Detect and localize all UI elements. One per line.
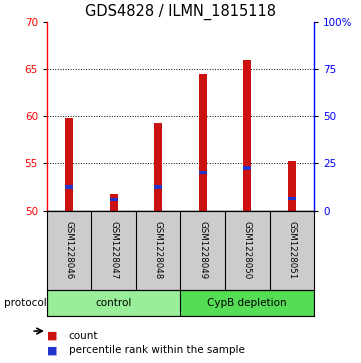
Text: GSM1228047: GSM1228047 [109,221,118,280]
Text: ■: ■ [47,331,57,341]
Text: percentile rank within the sample: percentile rank within the sample [69,345,244,355]
Bar [199,171,207,175]
Text: GSM1228049: GSM1228049 [198,221,207,280]
Bar [288,160,296,211]
Text: protocol: protocol [4,298,46,308]
Text: control: control [96,298,132,308]
Text: GSM1228050: GSM1228050 [243,221,252,280]
Text: ■: ■ [47,345,57,355]
Text: CypB depletion: CypB depletion [208,298,287,308]
Bar [47,290,180,316]
Title: GDS4828 / ILMN_1815118: GDS4828 / ILMN_1815118 [85,4,276,20]
Bar [243,166,252,170]
Bar [109,197,118,201]
Bar [154,123,162,211]
Bar [243,60,251,211]
Bar [65,185,73,189]
Text: GSM1228046: GSM1228046 [65,221,74,280]
Bar [110,195,118,211]
Text: GSM1228048: GSM1228048 [154,221,163,280]
Text: count: count [69,331,98,341]
Text: GSM1228051: GSM1228051 [287,221,296,280]
Bar [180,290,314,316]
Bar [199,74,207,211]
Bar [65,118,73,211]
Bar [154,185,162,189]
Bar [288,197,296,200]
